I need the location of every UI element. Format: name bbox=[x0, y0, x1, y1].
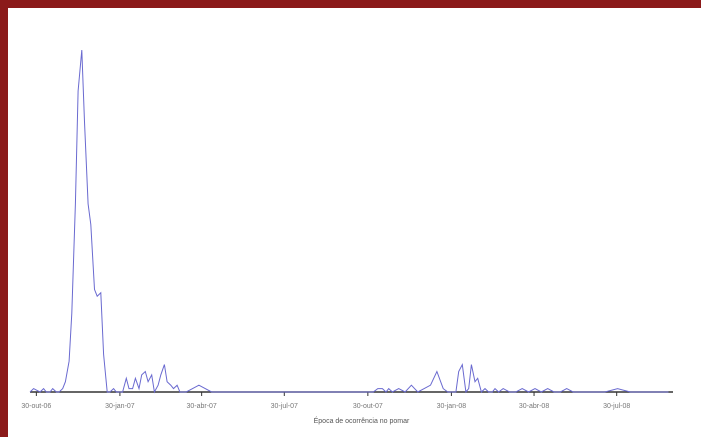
x-tick-label: 30-out-06 bbox=[21, 403, 51, 410]
x-tick-label: 30-jan-08 bbox=[437, 403, 467, 410]
x-tick-label: 30-jan-07 bbox=[105, 403, 135, 410]
x-tick-label: 30-jul-08 bbox=[603, 403, 630, 410]
x-tick-label: 30-jul-07 bbox=[271, 403, 298, 410]
frame-left-border bbox=[0, 0, 8, 437]
x-tick-label: 30-abr-07 bbox=[186, 403, 216, 410]
x-axis-title: Época de ocorrência no pomar bbox=[314, 416, 410, 425]
frame-top-border bbox=[0, 0, 701, 8]
x-tick-label: 30-abr-08 bbox=[519, 403, 549, 410]
x-axis-ticks: 30-out-06 30-jan-07 30-abr-07 30-jul-07 30-o… bbox=[21, 392, 630, 410]
line-chart-svg: 30-out-06 30-jan-07 30-abr-07 30-jul-07 30-o… bbox=[21, 49, 673, 425]
x-tick-label: 30-out-07 bbox=[353, 403, 383, 410]
line-chart: 30-out-06 30-jan-07 30-abr-07 30-jul-07 30-o… bbox=[8, 8, 701, 437]
series-line bbox=[29, 49, 669, 394]
